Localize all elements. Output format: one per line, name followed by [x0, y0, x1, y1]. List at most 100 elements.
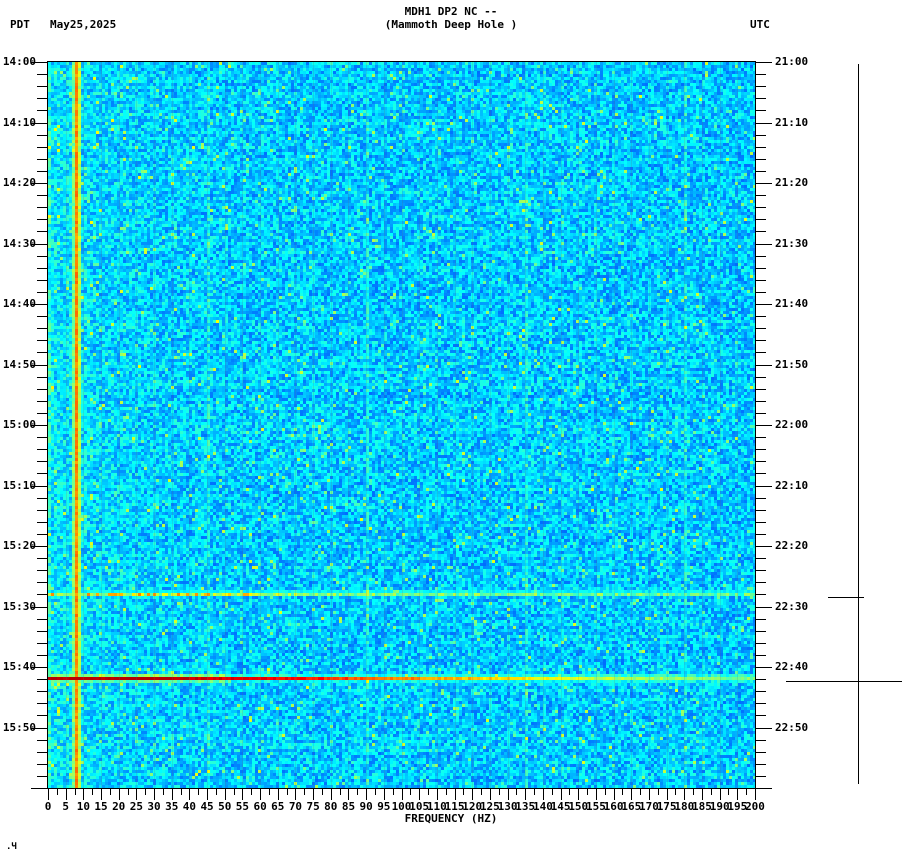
tick-minor	[756, 594, 766, 596]
tick-minor	[37, 328, 47, 330]
tick-major	[313, 789, 314, 800]
tick-minor	[216, 789, 217, 795]
tick-major	[755, 789, 756, 800]
tick-minor	[756, 146, 766, 148]
frequency-label: 110	[426, 800, 447, 813]
tick-minor	[110, 789, 111, 795]
tick-minor	[756, 158, 766, 160]
tick-minor	[756, 195, 766, 197]
time-label: 21:30	[775, 236, 809, 250]
page-title: MDH1 DP2 NC --	[404, 5, 498, 18]
tick-major	[31, 667, 47, 668]
tick-minor	[181, 789, 182, 795]
tick-minor	[605, 789, 606, 795]
tick-major	[756, 606, 772, 608]
time-label: 14:00	[2, 55, 36, 68]
spectrogram-plot[interactable]	[48, 62, 755, 788]
tick-major	[756, 788, 772, 789]
frequency-label: 30	[147, 800, 161, 813]
tick-major	[614, 789, 615, 800]
tick-major	[578, 789, 579, 800]
tick-minor	[756, 509, 766, 511]
tick-minor	[393, 789, 394, 795]
tick-minor	[37, 219, 47, 221]
tick-minor	[251, 789, 252, 795]
page-subtitle: (Mammoth Deep Hole )	[384, 18, 518, 31]
tick-minor	[37, 449, 47, 451]
tick-minor	[37, 412, 47, 414]
tick-minor	[37, 703, 47, 705]
tick-major	[31, 788, 47, 789]
frequency-label: 95	[377, 800, 391, 813]
tick-minor	[728, 789, 729, 795]
tick-minor	[340, 789, 341, 795]
tick-minor	[37, 461, 47, 463]
tick-major	[720, 789, 721, 800]
tick-major	[48, 789, 49, 800]
time-label: 15:50	[2, 720, 36, 734]
tick-minor	[756, 86, 766, 88]
tick-minor	[756, 739, 766, 741]
tick-minor	[756, 751, 766, 753]
frequency-label: 90	[359, 800, 373, 813]
tick-minor	[756, 558, 766, 560]
spectrogram-canvas	[48, 62, 755, 788]
tick-minor	[658, 789, 659, 795]
tick-minor	[756, 267, 766, 269]
time-label: 21:50	[775, 357, 809, 371]
tick-minor	[37, 146, 47, 148]
frequency-label: 135	[515, 800, 536, 813]
tick-major	[525, 789, 526, 800]
tick-major	[225, 789, 226, 800]
tick-minor	[428, 789, 429, 795]
tick-minor	[322, 789, 323, 795]
frequency-label: 55	[235, 800, 250, 813]
tick-minor	[37, 231, 47, 233]
tick-major	[31, 304, 47, 305]
tick-minor	[756, 219, 766, 221]
tick-minor	[756, 437, 766, 439]
tick-minor	[37, 679, 47, 681]
time-label: 14:20	[2, 176, 36, 189]
tick-minor	[37, 279, 47, 281]
tick-major	[561, 789, 562, 800]
tick-major	[684, 789, 685, 800]
tick-minor	[756, 570, 766, 572]
tick-minor	[622, 789, 623, 795]
tick-minor	[756, 388, 766, 390]
tick-minor	[145, 789, 146, 795]
tick-minor	[756, 255, 766, 257]
tick-minor	[756, 461, 766, 463]
tick-minor	[569, 789, 570, 795]
event-scale-axis	[858, 64, 859, 784]
tick-minor	[37, 158, 47, 160]
tick-major	[172, 789, 173, 800]
header-date: May25,2025	[50, 18, 117, 31]
tick-major	[631, 789, 632, 800]
tick-minor	[287, 789, 288, 795]
frequency-label: 165	[621, 800, 642, 813]
tick-minor	[756, 775, 766, 777]
time-label: 22:40	[775, 660, 809, 673]
tick-minor	[37, 267, 47, 269]
frequency-label: 25	[129, 800, 143, 813]
frequency-label: 160	[603, 800, 624, 813]
frequency-label: 115	[444, 800, 465, 813]
tick-minor	[516, 789, 517, 795]
tick-major	[756, 183, 772, 184]
time-label: 14:40	[2, 297, 36, 310]
tick-major	[508, 789, 509, 800]
frequency-label: 125	[479, 800, 500, 813]
tick-major	[278, 789, 279, 800]
tick-minor	[756, 328, 766, 330]
tick-major	[348, 789, 349, 800]
tick-minor	[640, 789, 641, 795]
time-label: 22:20	[775, 539, 809, 552]
tick-minor	[37, 691, 47, 693]
tick-minor	[756, 110, 766, 112]
tick-major	[756, 243, 772, 245]
tick-minor	[756, 279, 766, 281]
frequency-label: 105	[409, 800, 430, 813]
tick-minor	[37, 473, 47, 475]
